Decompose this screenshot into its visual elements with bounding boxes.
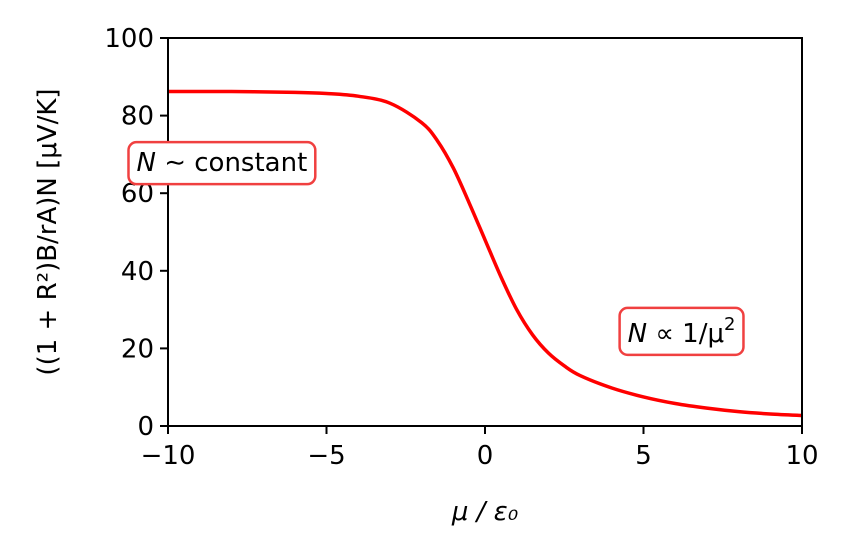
x-tick-label: −5 [307,441,345,471]
annotation-inverse-text: N ∝ 1/μ2 [628,314,736,349]
x-tick-label: −10 [141,441,196,471]
plot-area [167,89,803,418]
annotation-inverse-symbol: N [628,319,647,349]
annotation-constant-text: N ∼ constant [136,148,307,178]
x-axis-label: μ / ε₀ [451,497,519,527]
annotation-constant: N ∼ constant [127,140,317,186]
x-tick-label: 0 [477,441,494,471]
y-tick-label: 20 [121,334,154,364]
annotation-constant-box [127,140,317,186]
annotation-inverse-box [618,306,745,357]
y-axis-label: ((1 + R²)B/rA)N [μV/K] [33,88,63,375]
y-tick-label: 80 [121,102,154,132]
annotation-constant-rest: ∼ constant [156,148,307,178]
series-line-0 [167,89,803,418]
x-tick-label: 5 [635,441,652,471]
y-tick-label: 100 [104,24,154,54]
annotation-inverse-superscript: 2 [724,314,735,335]
y-tick-label: 40 [121,257,154,287]
y-tick-label: 0 [137,412,154,442]
x-tick-label: 10 [785,441,818,471]
annotation-inverse: N ∝ 1/μ2 [618,306,745,357]
annotation-inverse-rest: ∝ 1/μ [647,319,724,349]
annotation-constant-symbol: N [136,148,155,178]
